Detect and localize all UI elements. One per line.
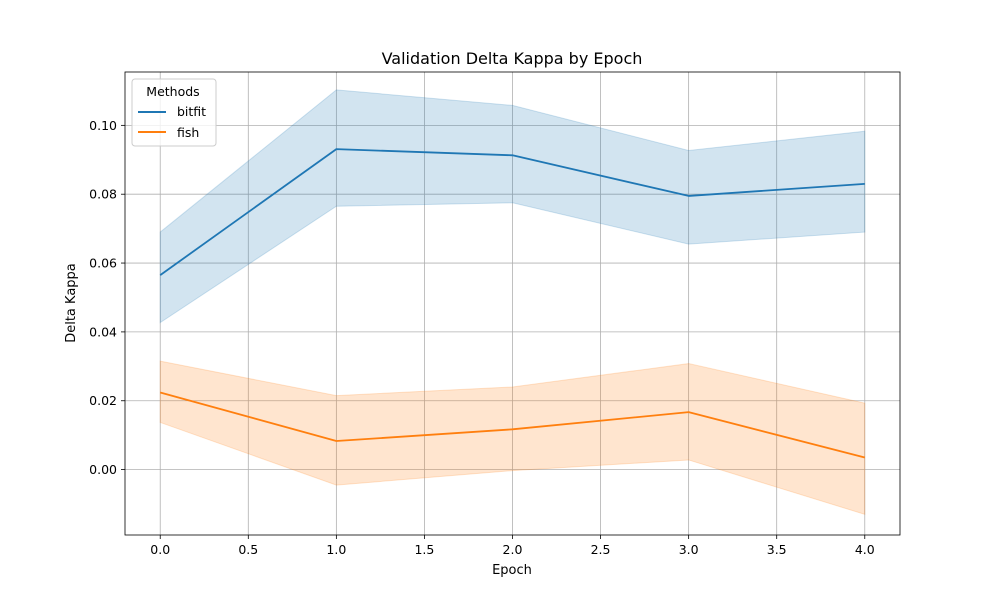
x-tick-label: 4.0 — [855, 542, 875, 557]
series-line-fish — [159, 391, 865, 459]
y-axis-label: Delta Kappa — [64, 263, 79, 343]
x-tick-label: 1.0 — [326, 542, 346, 557]
legend-title: Methods — [146, 84, 199, 99]
x-tick-label: 0.0 — [150, 542, 170, 557]
x-axis-ticks: 0.0 0.5 1.0 1.5 2.0 2.5 3.0 3.5 4.0 — [150, 535, 875, 557]
legend-box — [131, 78, 217, 147]
y-tick-label: 0.08 — [89, 187, 117, 202]
ci-band-fish — [159, 360, 866, 516]
legend-label-fish: fish — [177, 125, 199, 140]
y-tick-label: 0.02 — [89, 393, 117, 408]
x-tick-label: 3.5 — [767, 542, 787, 557]
x-tick-label: 0.5 — [238, 542, 258, 557]
x-tick-label: 2.0 — [503, 542, 523, 557]
legend-label-bitfit: bitfit — [177, 104, 206, 119]
chart-title: Validation Delta Kappa by Epoch — [382, 49, 643, 68]
y-tick-label: 0.00 — [89, 462, 117, 477]
y-tick-label: 0.04 — [89, 324, 117, 339]
series-lines — [159, 148, 865, 459]
series-line-bitfit — [159, 148, 865, 276]
y-tick-label: 0.10 — [89, 118, 117, 133]
x-axis-label: Epoch — [492, 563, 532, 578]
confidence-bands — [159, 89, 866, 516]
x-tick-label: 2.5 — [591, 542, 611, 557]
y-axis-ticks: 0.00 0.02 0.04 0.06 0.08 0.10 — [89, 118, 125, 477]
x-tick-label: 3.0 — [679, 542, 699, 557]
ci-band-bitfit — [159, 89, 866, 324]
x-tick-label: 1.5 — [414, 542, 434, 557]
y-tick-label: 0.06 — [89, 256, 117, 271]
legend: Methods bitfit fish — [131, 78, 217, 147]
